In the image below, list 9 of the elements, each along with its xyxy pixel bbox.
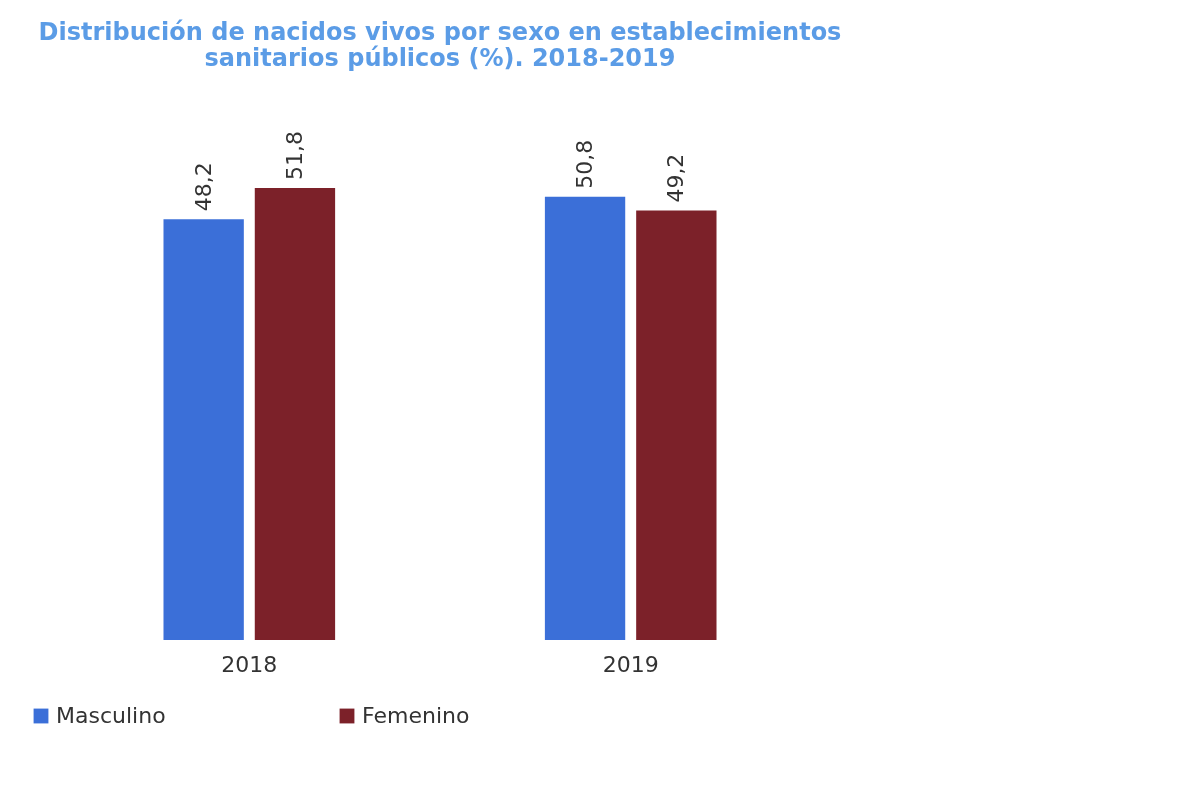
legend-label: Masculino xyxy=(56,703,166,728)
chart-title: Distribución de nacidos vivos por sexo en establecimientos sanitarios públicos (%). 2018-2019 xyxy=(38,17,842,72)
x-tick-label: 2018 xyxy=(221,651,278,677)
data-label: 51,8 xyxy=(281,130,307,180)
data-label: 48,2 xyxy=(190,162,216,212)
data-label: 49,2 xyxy=(663,153,689,203)
data-label: 50,8 xyxy=(572,139,598,189)
legend-label: Femenino xyxy=(362,703,470,728)
x-tick-label: 2019 xyxy=(602,651,659,677)
